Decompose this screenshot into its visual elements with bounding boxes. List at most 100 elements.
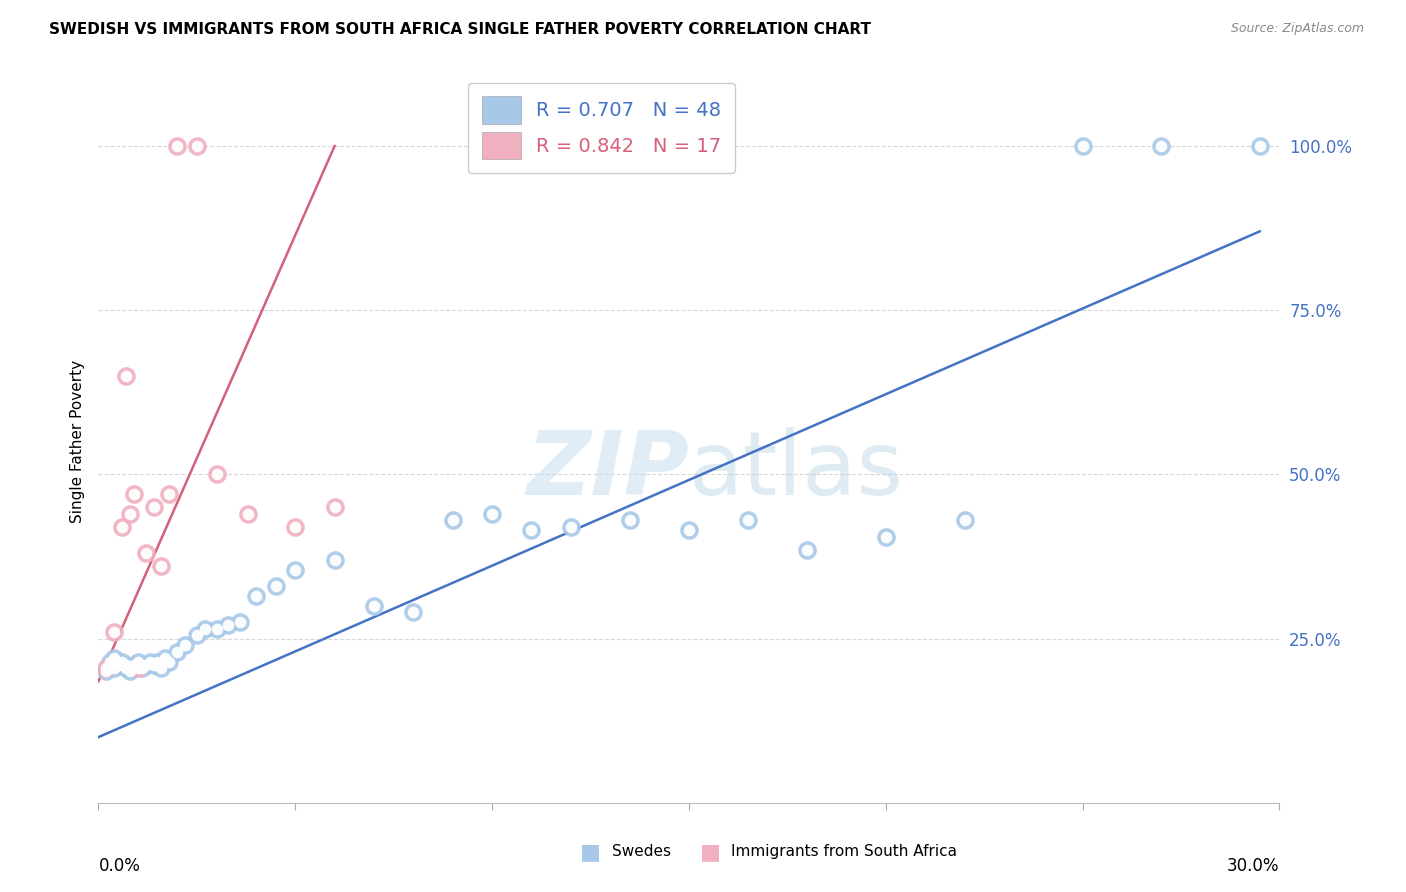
Point bbox=[520, 523, 543, 537]
Point bbox=[441, 513, 464, 527]
Point bbox=[138, 655, 160, 669]
Point bbox=[96, 661, 118, 675]
Point bbox=[166, 645, 188, 659]
Text: Source: ZipAtlas.com: Source: ZipAtlas.com bbox=[1230, 22, 1364, 36]
Point bbox=[217, 618, 239, 632]
Point bbox=[560, 520, 582, 534]
Point bbox=[115, 368, 138, 383]
Point bbox=[107, 657, 129, 672]
Point bbox=[284, 520, 307, 534]
Point bbox=[111, 520, 134, 534]
Point bbox=[103, 661, 125, 675]
Point bbox=[323, 553, 346, 567]
Text: 30.0%: 30.0% bbox=[1227, 857, 1279, 875]
Point bbox=[135, 546, 157, 560]
Point bbox=[186, 628, 208, 642]
Point bbox=[98, 655, 121, 669]
Point bbox=[118, 665, 141, 679]
Point bbox=[236, 507, 259, 521]
Point bbox=[146, 655, 169, 669]
Point bbox=[142, 657, 165, 672]
Point bbox=[284, 563, 307, 577]
Point bbox=[875, 530, 897, 544]
Point bbox=[150, 559, 173, 574]
Point bbox=[229, 615, 252, 630]
Point bbox=[118, 507, 141, 521]
Point bbox=[402, 605, 425, 619]
Point bbox=[142, 657, 165, 672]
Text: Immigrants from South Africa: Immigrants from South Africa bbox=[731, 845, 957, 859]
Point bbox=[363, 599, 385, 613]
Point bbox=[441, 513, 464, 527]
Text: ZIP: ZIP bbox=[526, 427, 689, 514]
Point bbox=[194, 622, 217, 636]
Point bbox=[103, 651, 125, 665]
Point bbox=[1071, 139, 1094, 153]
Point bbox=[103, 661, 125, 675]
Point bbox=[174, 638, 197, 652]
Point bbox=[166, 139, 188, 153]
Point bbox=[118, 507, 141, 521]
Point bbox=[1249, 139, 1271, 153]
Point bbox=[155, 651, 177, 665]
Point bbox=[157, 487, 180, 501]
Point bbox=[1249, 139, 1271, 153]
Point bbox=[402, 605, 425, 619]
Point bbox=[131, 661, 153, 675]
Text: ■: ■ bbox=[581, 842, 600, 862]
Point bbox=[363, 599, 385, 613]
Point bbox=[98, 657, 121, 672]
Point bbox=[157, 487, 180, 501]
Point bbox=[107, 657, 129, 672]
Point bbox=[186, 628, 208, 642]
Point bbox=[678, 523, 700, 537]
Point bbox=[1150, 139, 1173, 153]
Point bbox=[205, 622, 228, 636]
Point bbox=[205, 622, 228, 636]
Point bbox=[186, 139, 208, 153]
Point bbox=[107, 655, 129, 669]
Point bbox=[111, 657, 134, 672]
Text: 0.0%: 0.0% bbox=[98, 857, 141, 875]
Point bbox=[236, 507, 259, 521]
Point bbox=[96, 661, 118, 675]
Point bbox=[186, 139, 208, 153]
Point bbox=[115, 661, 138, 675]
Point bbox=[96, 665, 118, 679]
Point bbox=[127, 655, 149, 669]
Point bbox=[107, 655, 129, 669]
Y-axis label: Single Father Poverty: Single Father Poverty bbox=[69, 360, 84, 523]
Point bbox=[953, 513, 976, 527]
Point bbox=[520, 523, 543, 537]
Point bbox=[481, 507, 503, 521]
Point bbox=[264, 579, 287, 593]
Point bbox=[146, 655, 169, 669]
Point bbox=[127, 661, 149, 675]
Point bbox=[481, 507, 503, 521]
Legend: R = 0.707   N = 48, R = 0.842   N = 17: R = 0.707 N = 48, R = 0.842 N = 17 bbox=[468, 83, 735, 173]
Point bbox=[111, 655, 134, 669]
Text: Swedes: Swedes bbox=[612, 845, 671, 859]
Point bbox=[127, 655, 149, 669]
Point bbox=[796, 542, 818, 557]
Point bbox=[875, 530, 897, 544]
Point bbox=[98, 655, 121, 669]
Text: ■: ■ bbox=[700, 842, 720, 862]
Point bbox=[135, 546, 157, 560]
Point bbox=[115, 661, 138, 675]
Point bbox=[323, 500, 346, 515]
Point bbox=[323, 553, 346, 567]
Point bbox=[245, 589, 267, 603]
Point bbox=[205, 467, 228, 482]
Point bbox=[323, 500, 346, 515]
Point bbox=[217, 618, 239, 632]
Point bbox=[737, 513, 759, 527]
Point bbox=[157, 655, 180, 669]
Point bbox=[115, 368, 138, 383]
Point bbox=[122, 487, 145, 501]
Text: atlas: atlas bbox=[689, 427, 904, 514]
Point bbox=[166, 645, 188, 659]
Point bbox=[122, 657, 145, 672]
Point bbox=[135, 657, 157, 672]
Point bbox=[174, 638, 197, 652]
